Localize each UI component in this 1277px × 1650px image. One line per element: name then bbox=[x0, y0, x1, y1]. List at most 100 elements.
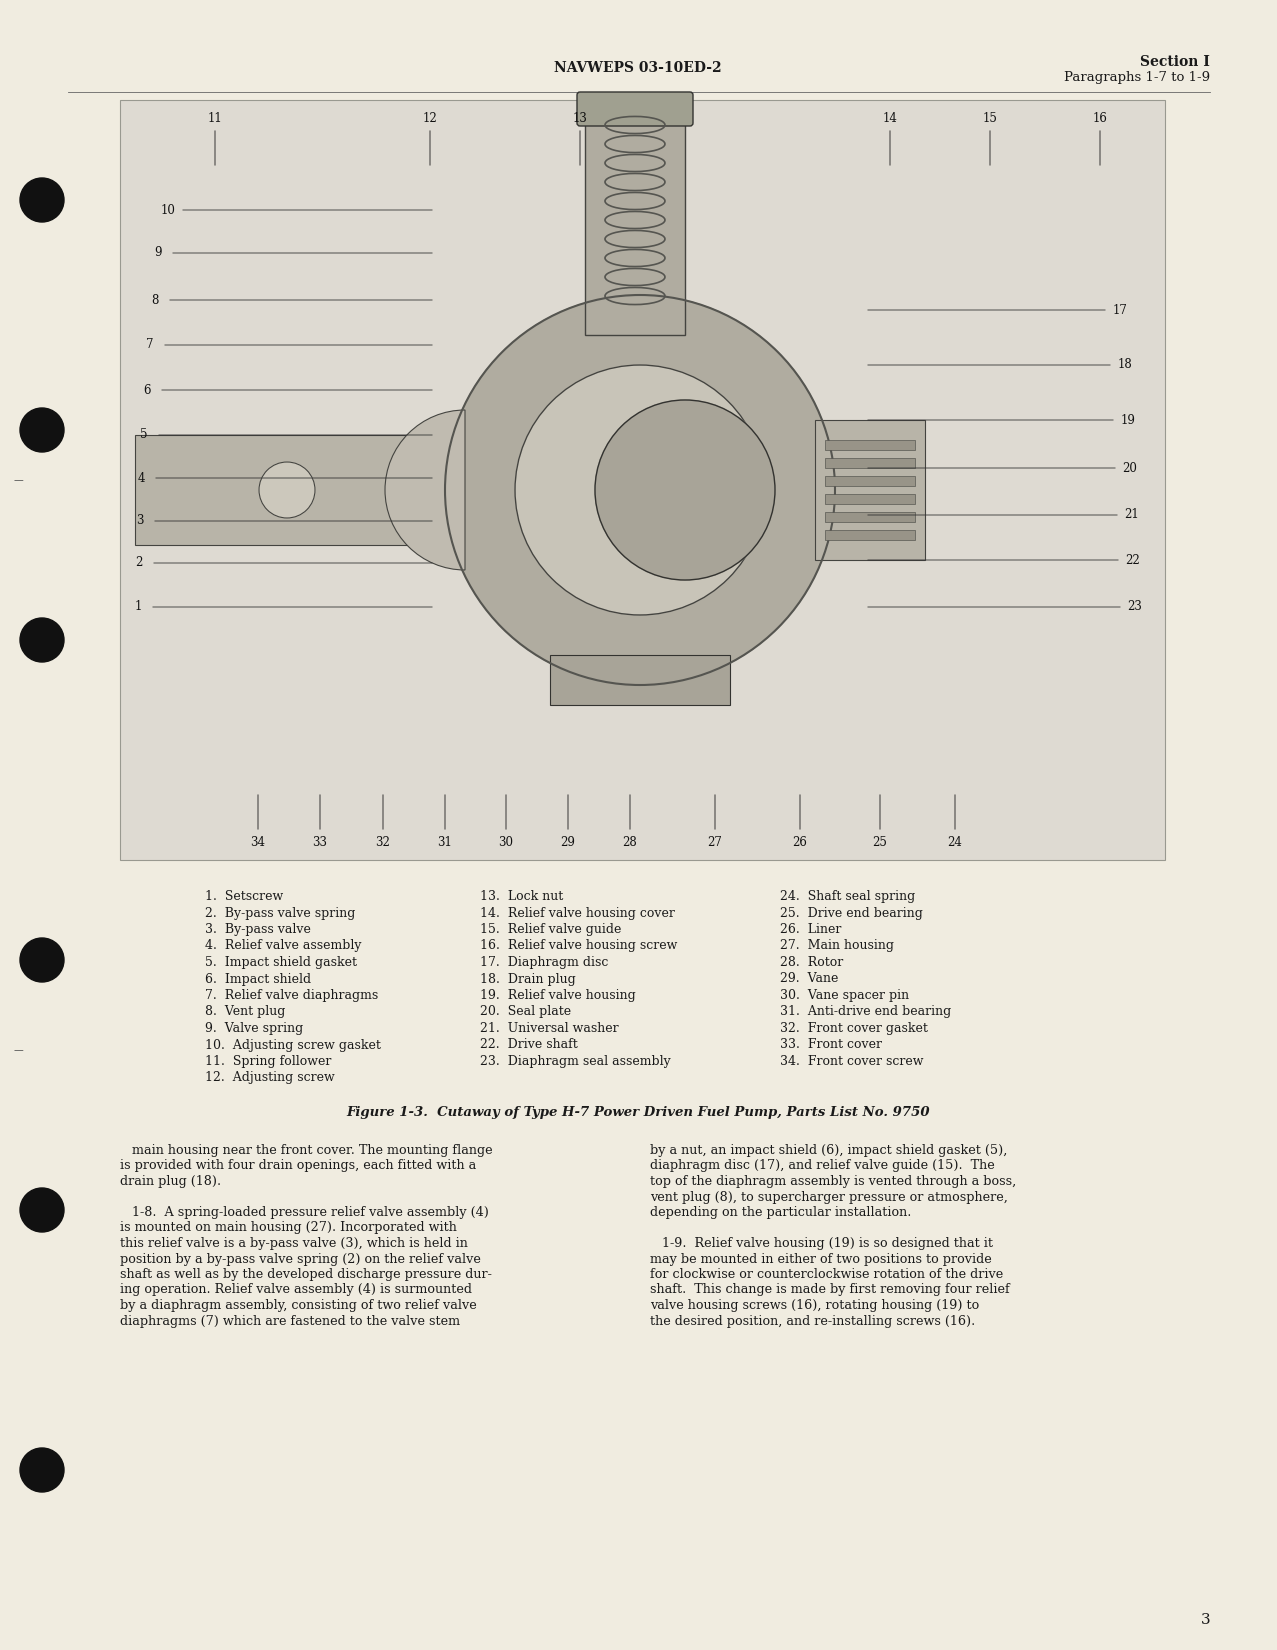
Text: 18.  Drain plug: 18. Drain plug bbox=[480, 972, 576, 985]
Text: 30: 30 bbox=[498, 835, 513, 848]
Bar bbox=[825, 530, 916, 540]
Text: main housing near the front cover. The mounting flange: main housing near the front cover. The m… bbox=[120, 1143, 493, 1157]
Text: drain plug (18).: drain plug (18). bbox=[120, 1175, 221, 1188]
Circle shape bbox=[20, 1188, 64, 1233]
Text: 10: 10 bbox=[161, 203, 175, 216]
Text: 26.  Liner: 26. Liner bbox=[780, 922, 842, 936]
Text: 8.  Vent plug: 8. Vent plug bbox=[206, 1005, 285, 1018]
Text: vent plug (8), to supercharger pressure or atmosphere,: vent plug (8), to supercharger pressure … bbox=[650, 1191, 1008, 1203]
Text: 31.  Anti-drive end bearing: 31. Anti-drive end bearing bbox=[780, 1005, 951, 1018]
Text: Paragraphs 1-7 to 1-9: Paragraphs 1-7 to 1-9 bbox=[1064, 71, 1211, 84]
Text: 3: 3 bbox=[1200, 1614, 1211, 1627]
Text: 24.  Shaft seal spring: 24. Shaft seal spring bbox=[780, 889, 916, 903]
Text: 12: 12 bbox=[423, 112, 438, 124]
Text: by a diaphragm assembly, consisting of two relief valve: by a diaphragm assembly, consisting of t… bbox=[120, 1299, 476, 1312]
Bar bbox=[120, 101, 1165, 860]
Text: 22.  Drive shaft: 22. Drive shaft bbox=[480, 1038, 577, 1051]
Text: 34.  Front cover screw: 34. Front cover screw bbox=[780, 1054, 923, 1068]
Text: 3.  By-pass valve: 3. By-pass valve bbox=[206, 922, 310, 936]
Text: diaphragm disc (17), and relief valve guide (15).  The: diaphragm disc (17), and relief valve gu… bbox=[650, 1160, 995, 1173]
Text: 6: 6 bbox=[143, 383, 151, 396]
Text: 25.  Drive end bearing: 25. Drive end bearing bbox=[780, 906, 923, 919]
Text: 31: 31 bbox=[438, 835, 452, 848]
Text: 26: 26 bbox=[793, 835, 807, 848]
Text: 22: 22 bbox=[1125, 553, 1140, 566]
Text: 5.  Impact shield gasket: 5. Impact shield gasket bbox=[206, 955, 358, 969]
Text: valve housing screws (16), rotating housing (19) to: valve housing screws (16), rotating hous… bbox=[650, 1299, 979, 1312]
Circle shape bbox=[259, 462, 315, 518]
Text: 20.  Seal plate: 20. Seal plate bbox=[480, 1005, 571, 1018]
Text: 28: 28 bbox=[623, 835, 637, 848]
Text: is provided with four drain openings, each fitted with a: is provided with four drain openings, ea… bbox=[120, 1160, 476, 1173]
Text: 19.  Relief valve housing: 19. Relief valve housing bbox=[480, 988, 636, 1002]
Text: depending on the particular installation.: depending on the particular installation… bbox=[650, 1206, 912, 1219]
Text: 15.  Relief valve guide: 15. Relief valve guide bbox=[480, 922, 622, 936]
Text: 21.  Universal washer: 21. Universal washer bbox=[480, 1021, 618, 1035]
Text: 1.  Setscrew: 1. Setscrew bbox=[206, 889, 283, 903]
Text: 4: 4 bbox=[137, 472, 144, 485]
Text: 11: 11 bbox=[208, 112, 222, 124]
Text: 13: 13 bbox=[572, 112, 587, 124]
Text: ing operation. Relief valve assembly (4) is surmounted: ing operation. Relief valve assembly (4)… bbox=[120, 1284, 472, 1297]
Circle shape bbox=[595, 399, 775, 581]
Wedge shape bbox=[384, 409, 465, 569]
Text: 7: 7 bbox=[147, 338, 153, 351]
Circle shape bbox=[444, 295, 835, 685]
Circle shape bbox=[20, 408, 64, 452]
Text: by a nut, an impact shield (6), impact shield gasket (5),: by a nut, an impact shield (6), impact s… bbox=[650, 1143, 1008, 1157]
Text: —: — bbox=[13, 475, 23, 485]
Text: 5: 5 bbox=[140, 429, 148, 442]
Text: position by a by-pass valve spring (2) on the relief valve: position by a by-pass valve spring (2) o… bbox=[120, 1252, 481, 1266]
Bar bbox=[825, 512, 916, 521]
Bar bbox=[825, 459, 916, 469]
Text: 9: 9 bbox=[155, 246, 162, 259]
Text: 8: 8 bbox=[151, 294, 158, 307]
Text: 3: 3 bbox=[137, 515, 144, 528]
Text: 30.  Vane spacer pin: 30. Vane spacer pin bbox=[780, 988, 909, 1002]
Text: 16: 16 bbox=[1093, 112, 1107, 124]
Text: is mounted on main housing (27). Incorporated with: is mounted on main housing (27). Incorpo… bbox=[120, 1221, 457, 1234]
Text: 12.  Adjusting screw: 12. Adjusting screw bbox=[206, 1071, 335, 1084]
Text: 25: 25 bbox=[872, 835, 888, 848]
Bar bbox=[825, 475, 916, 487]
Text: 19: 19 bbox=[1120, 414, 1135, 426]
Text: 7.  Relief valve diaphragms: 7. Relief valve diaphragms bbox=[206, 988, 378, 1002]
Text: 21: 21 bbox=[1125, 508, 1139, 521]
Bar bbox=[825, 441, 916, 450]
Text: 17.  Diaphragm disc: 17. Diaphragm disc bbox=[480, 955, 608, 969]
Text: shaft.  This change is made by first removing four relief: shaft. This change is made by first remo… bbox=[650, 1284, 1010, 1297]
Bar bbox=[550, 655, 730, 705]
Text: 33.  Front cover: 33. Front cover bbox=[780, 1038, 882, 1051]
Text: 2: 2 bbox=[135, 556, 143, 569]
Circle shape bbox=[20, 178, 64, 223]
Circle shape bbox=[515, 365, 765, 615]
Text: 27.  Main housing: 27. Main housing bbox=[780, 939, 894, 952]
Text: 1-9.  Relief valve housing (19) is so designed that it: 1-9. Relief valve housing (19) is so des… bbox=[650, 1238, 994, 1251]
Text: Section I: Section I bbox=[1140, 54, 1211, 69]
Text: shaft as well as by the developed discharge pressure dur-: shaft as well as by the developed discha… bbox=[120, 1267, 492, 1280]
Text: 1: 1 bbox=[134, 601, 142, 614]
Text: 23.  Diaphragm seal assembly: 23. Diaphragm seal assembly bbox=[480, 1054, 670, 1068]
Text: 32: 32 bbox=[375, 835, 391, 848]
Text: for clockwise or counterclockwise rotation of the drive: for clockwise or counterclockwise rotati… bbox=[650, 1267, 1004, 1280]
Circle shape bbox=[20, 619, 64, 662]
Text: 14.  Relief valve housing cover: 14. Relief valve housing cover bbox=[480, 906, 674, 919]
Text: may be mounted in either of two positions to provide: may be mounted in either of two position… bbox=[650, 1252, 992, 1266]
Text: 9.  Valve spring: 9. Valve spring bbox=[206, 1021, 303, 1035]
Text: 24: 24 bbox=[948, 835, 963, 848]
Text: 10.  Adjusting screw gasket: 10. Adjusting screw gasket bbox=[206, 1038, 381, 1051]
Text: the desired position, and re-installing screws (16).: the desired position, and re-installing … bbox=[650, 1315, 976, 1328]
Text: 17: 17 bbox=[1112, 304, 1128, 317]
Text: 29: 29 bbox=[561, 835, 576, 848]
Text: —: — bbox=[13, 1044, 23, 1054]
Text: 33: 33 bbox=[313, 835, 327, 848]
Text: NAVWEPS 03-10ED-2: NAVWEPS 03-10ED-2 bbox=[554, 61, 722, 74]
Text: 18: 18 bbox=[1117, 358, 1133, 371]
Text: 4.  Relief valve assembly: 4. Relief valve assembly bbox=[206, 939, 361, 952]
Bar bbox=[585, 111, 684, 335]
Text: this relief valve is a by-pass valve (3), which is held in: this relief valve is a by-pass valve (3)… bbox=[120, 1238, 467, 1251]
Text: 1-8.  A spring-loaded pressure relief valve assembly (4): 1-8. A spring-loaded pressure relief val… bbox=[120, 1206, 489, 1219]
Text: 29.  Vane: 29. Vane bbox=[780, 972, 839, 985]
Text: 11.  Spring follower: 11. Spring follower bbox=[206, 1054, 331, 1068]
Circle shape bbox=[20, 937, 64, 982]
